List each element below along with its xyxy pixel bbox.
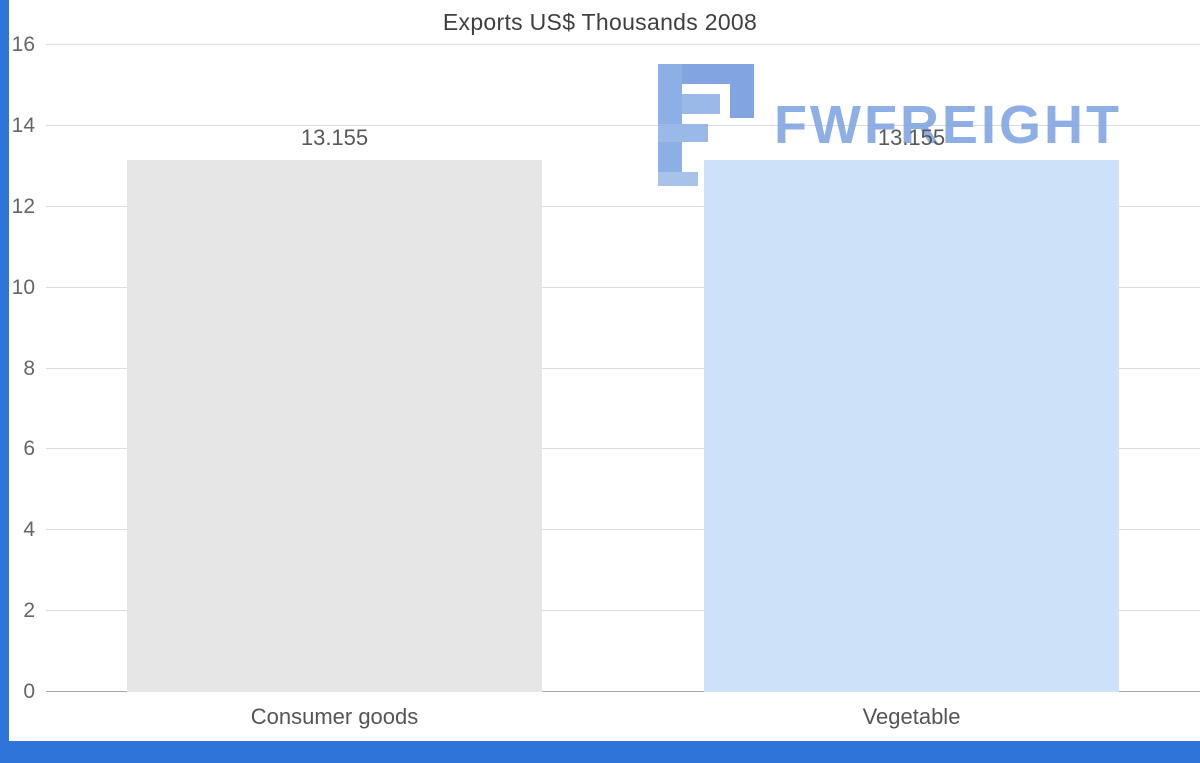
gridline — [46, 367, 1200, 369]
x-axis-category-label: Consumer goods — [250, 704, 419, 729]
y-axis-tick-label: 2 — [23, 599, 35, 623]
y-axis-tick-label: 4 — [23, 518, 35, 542]
gridline — [46, 448, 1200, 450]
bar-slot: 13.155 — [46, 45, 623, 692]
y-axis-tick-label: 8 — [23, 356, 35, 380]
x-axis-category-label: Vegetable — [862, 704, 961, 729]
bar-vegetable[interactable] — [703, 160, 1120, 692]
y-axis: 0 2 4 6 8 10 12 14 16 — [0, 33, 40, 703]
gridline — [46, 124, 1200, 126]
gridline — [46, 286, 1200, 288]
y-axis-tick-label: 10 — [11, 275, 35, 299]
bottom-accent-bar — [0, 741, 1200, 763]
left-accent-bar — [0, 0, 9, 763]
x-axis: Consumer goods Vegetable — [46, 704, 1200, 730]
plot-area: 13.155 13.155 — [46, 44, 1200, 692]
y-axis-tick-label: 12 — [11, 194, 35, 218]
gridline — [46, 205, 1200, 207]
gridline — [46, 44, 1200, 45]
gridline — [46, 529, 1200, 531]
bar-value-label: 13.155 — [300, 125, 369, 151]
bar-value-label: 13.155 — [877, 125, 946, 151]
gridline — [46, 610, 1200, 612]
y-axis-tick-label: 14 — [11, 113, 35, 137]
bar-consumer-goods[interactable] — [126, 160, 543, 692]
bar-slot: 13.155 — [623, 45, 1200, 692]
chart-title: Exports US$ Thousands 2008 — [442, 9, 758, 35]
gridline — [46, 691, 1200, 692]
y-axis-tick-label: 16 — [11, 33, 35, 56]
y-axis-tick-label: 6 — [23, 437, 35, 461]
y-axis-tick-label: 0 — [23, 680, 35, 703]
